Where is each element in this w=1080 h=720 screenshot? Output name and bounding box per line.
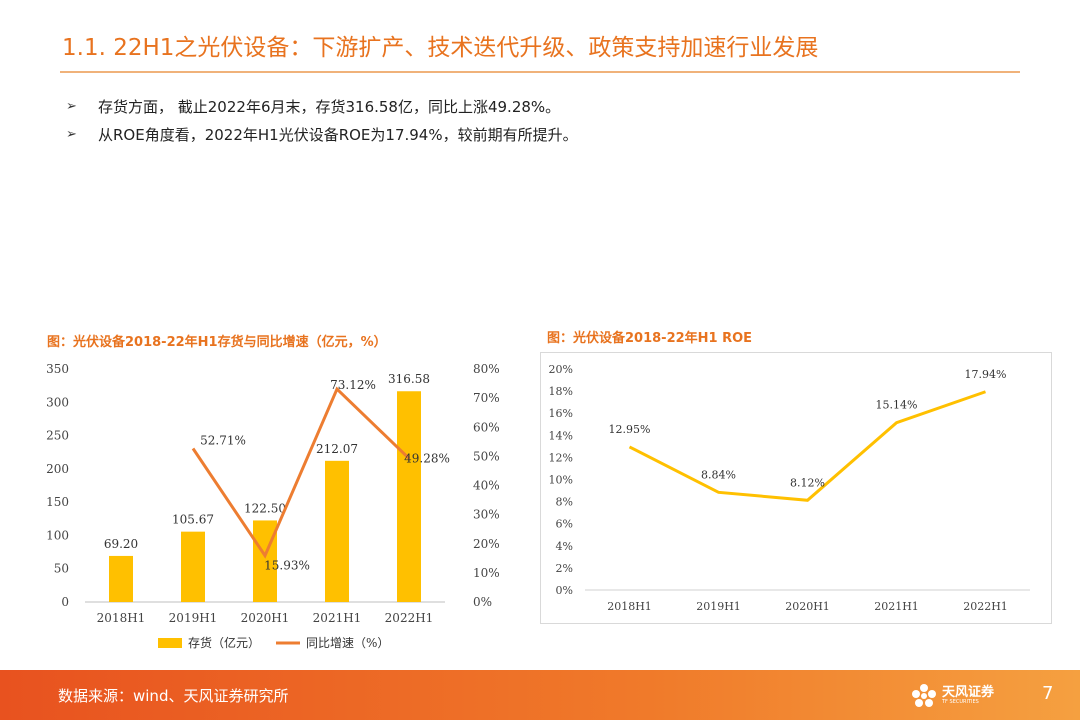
line-value-label: 49.28% xyxy=(404,451,450,465)
y-tick-label: 2% xyxy=(556,562,573,575)
x-tick-label: 2021H1 xyxy=(313,611,362,625)
y-tick-label: 16% xyxy=(549,407,573,420)
y-right-tick-label: 70% xyxy=(473,391,500,405)
y-right-tick-label: 20% xyxy=(473,537,500,551)
y-right-tick-label: 60% xyxy=(473,420,500,434)
y-tick-label: 0% xyxy=(556,584,573,597)
arrow-bullet-icon: ➢ xyxy=(66,98,77,114)
y-tick-label: 12% xyxy=(549,451,573,464)
bar xyxy=(181,531,205,602)
y-right-tick-label: 30% xyxy=(473,508,500,522)
bar-value-label: 69.20 xyxy=(104,537,138,551)
footer-bar: 数据来源：wind、天风证券研究所 天风证券 TF SECURITIES 7 xyxy=(0,670,1080,720)
x-tick-label: 2021H1 xyxy=(874,600,919,613)
roe-value-label: 17.94% xyxy=(965,368,1007,381)
inventory-chart: 0 50 100 150 200 250 300 350 0% 10% 20% 30% 40% 50% 60… xyxy=(46,362,500,650)
y-tick-label: 18% xyxy=(549,385,573,398)
inventory-chart-title: 图：光伏设备2018-22年H1存货与同比增速（亿元，%） xyxy=(47,335,387,350)
y-left-tick-label: 50 xyxy=(54,562,69,576)
bullet-list: ➢ 存货方面， 截止2022年6月末，存货316.58亿，同比上涨49.28%。… xyxy=(66,92,578,148)
y-right-tick-label: 10% xyxy=(473,566,500,580)
y-left-tick-label: 300 xyxy=(46,395,69,409)
roe-value-label: 12.95% xyxy=(609,423,651,436)
y-left-tick-label: 150 xyxy=(46,495,69,509)
company-logo: 天风证券 TF SECURITIES xyxy=(910,680,1002,712)
y-left-tick-label: 200 xyxy=(46,462,69,476)
line-value-label: 73.12% xyxy=(330,378,376,392)
bar-value-label: 122.50 xyxy=(244,501,286,515)
legend-bar-label: 存货（亿元） xyxy=(188,635,260,650)
bar-value-label: 212.07 xyxy=(316,442,358,456)
x-tick-label: 2022H1 xyxy=(385,611,434,625)
y-tick-label: 20% xyxy=(549,363,573,376)
y-left-tick-label: 100 xyxy=(46,528,69,542)
logo-subtitle: TF SECURITIES xyxy=(942,699,979,705)
y-left-tick-label: 0 xyxy=(61,595,69,609)
y-tick-label: 4% xyxy=(556,540,573,553)
bar-value-label: 105.67 xyxy=(172,513,214,527)
roe-chart: 0% 2% 4% 6% 8% 10% 12% 14% 16% 18% 20% 12.95% 2018H1… xyxy=(549,363,1030,613)
x-tick-label: 2018H1 xyxy=(607,600,652,613)
page-title: 1.1. 22H1之光伏设备：下游扩产、技术迭代升级、政策支持加速行业发展 xyxy=(62,35,819,61)
x-tick-label: 2019H1 xyxy=(169,611,218,625)
legend-line-label: 同比增速（%） xyxy=(306,636,389,650)
x-tick-label: 2020H1 xyxy=(241,611,290,625)
y-right-tick-label: 40% xyxy=(473,479,500,493)
page-number: 7 xyxy=(1042,683,1054,704)
y-right-tick-label: 50% xyxy=(473,449,500,463)
flower-logo-icon xyxy=(912,684,936,707)
roe-chart-title: 图：光伏设备2018-22年H1 ROE xyxy=(547,331,753,346)
arrow-bullet-icon: ➢ xyxy=(66,126,77,142)
bullet-item: ➢ 存货方面， 截止2022年6月末，存货316.58亿，同比上涨49.28%。 xyxy=(66,92,578,120)
x-tick-label: 2018H1 xyxy=(97,611,146,625)
y-left-tick-label: 250 xyxy=(46,429,69,443)
line-value-label: 15.93% xyxy=(264,559,310,573)
x-tick-label: 2022H1 xyxy=(963,600,1008,613)
legend-bar-swatch xyxy=(158,638,182,648)
logo-name: 天风证券 xyxy=(942,685,995,700)
title-divider xyxy=(60,71,1020,73)
bar-value-label: 316.58 xyxy=(388,372,430,386)
roe-line xyxy=(628,390,986,502)
bar xyxy=(109,555,133,602)
x-tick-label: 2020H1 xyxy=(785,600,830,613)
y-tick-label: 8% xyxy=(556,496,573,509)
growth-line xyxy=(191,386,411,559)
bullet-text: 存货方面， 截止2022年6月末，存货316.58亿，同比上涨49.28%。 xyxy=(98,97,561,116)
roe-value-label: 8.84% xyxy=(701,468,736,481)
roe-value-label: 15.14% xyxy=(876,399,918,412)
y-tick-label: 14% xyxy=(549,429,573,442)
y-tick-label: 6% xyxy=(556,518,573,531)
bar xyxy=(325,460,349,602)
y-right-tick-label: 0% xyxy=(473,595,492,609)
roe-value-label: 8.12% xyxy=(790,476,825,489)
y-tick-label: 10% xyxy=(549,474,573,487)
data-source: 数据来源：wind、天风证券研究所 xyxy=(58,687,289,705)
bullet-text: 从ROE角度看，2022年H1光伏设备ROE为17.94%，较前期有所提升。 xyxy=(98,125,578,144)
x-tick-label: 2019H1 xyxy=(696,600,741,613)
y-left-tick-label: 350 xyxy=(46,362,69,376)
y-right-tick-label: 80% xyxy=(473,362,500,376)
bar xyxy=(397,391,421,602)
bullet-item: ➢ 从ROE角度看，2022年H1光伏设备ROE为17.94%，较前期有所提升。 xyxy=(66,120,578,148)
line-value-label: 52.71% xyxy=(200,433,246,447)
